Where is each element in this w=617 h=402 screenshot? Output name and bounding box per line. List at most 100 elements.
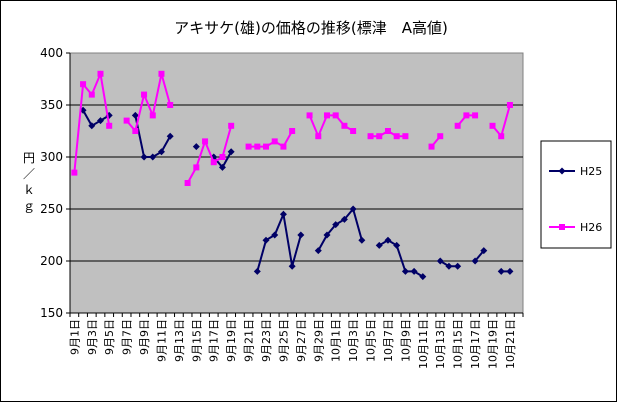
data-point-h26 (202, 138, 209, 145)
data-point-h25 (332, 221, 340, 229)
data-point-h26 (393, 133, 400, 140)
x-tick-label: 9月13日 (173, 319, 186, 362)
x-tick-label: 9月1日 (68, 319, 81, 355)
x-tick-label: 10月17日 (469, 319, 482, 369)
data-point-h26 (376, 133, 383, 140)
data-point-h25 (149, 153, 157, 161)
data-point-h26 (263, 143, 270, 150)
data-point-h26 (167, 102, 174, 108)
legend-marker-h26 (559, 224, 565, 230)
data-point-h25 (445, 262, 453, 270)
data-point-h26 (106, 122, 113, 129)
data-point-h26 (97, 70, 104, 77)
data-point-h26 (472, 112, 479, 119)
y-tick-label: 250 (40, 202, 63, 216)
x-tick-label: 10月15日 (452, 319, 465, 369)
data-point-h25 (480, 247, 488, 255)
data-point-h25 (314, 247, 322, 255)
data-point-h26 (132, 128, 139, 134)
data-point-h25 (497, 267, 505, 275)
data-point-h25 (157, 148, 165, 156)
chart-title: アキサケ(雄)の価格の推移(標津 A高値) (174, 19, 448, 37)
y-axis-label: ｋ (23, 183, 35, 197)
y-axis-label: 円 (23, 151, 35, 165)
series-line-h25 (256, 210, 302, 272)
data-point-h26 (437, 133, 444, 140)
data-point-h26 (280, 143, 287, 150)
y-tick-label: 300 (40, 150, 63, 164)
data-point-h25 (227, 148, 235, 156)
data-point-h25 (271, 231, 279, 239)
data-point-h26 (228, 122, 235, 129)
data-point-h26 (71, 169, 78, 176)
data-point-h26 (158, 70, 165, 77)
y-tick-label: 200 (40, 254, 63, 268)
data-point-h25 (297, 231, 305, 239)
data-point-h25 (288, 262, 296, 270)
x-tick-label: 9月11日 (155, 319, 168, 362)
y-tick-label: 350 (40, 98, 63, 112)
data-point-h26 (289, 128, 296, 134)
x-tick-label: 9月15日 (190, 319, 203, 362)
data-point-h25 (506, 267, 514, 275)
data-point-h26 (254, 143, 261, 150)
y-axis-label: ｇ (23, 199, 35, 213)
x-tick-label: 9月29日 (312, 319, 325, 362)
data-point-h26 (88, 91, 95, 98)
x-tick-label: 10月3日 (347, 319, 360, 362)
data-point-h26 (184, 180, 191, 186)
y-tick-label: 400 (40, 46, 63, 60)
data-point-h26 (332, 112, 339, 119)
data-point-h25 (323, 231, 331, 239)
data-point-h25 (218, 163, 226, 171)
data-point-h26 (341, 122, 348, 129)
plot-area (69, 52, 524, 314)
x-tick-label: 9月25日 (277, 319, 290, 362)
data-point-h26 (384, 128, 391, 134)
data-point-h25 (419, 273, 427, 281)
data-point-h26 (123, 117, 130, 124)
x-tick-label: 10月7日 (382, 319, 395, 362)
x-tick-label: 9月27日 (295, 319, 308, 362)
x-tick-label: 9月19日 (225, 319, 238, 362)
data-point-h26 (428, 143, 435, 150)
data-point-h25 (192, 143, 200, 151)
data-point-h25 (358, 236, 366, 244)
series-line-h25 (82, 109, 110, 128)
data-point-h26 (506, 102, 513, 108)
data-point-h25 (88, 122, 96, 130)
data-point-h25 (471, 257, 479, 265)
data-point-h25 (401, 267, 409, 275)
data-point-h26 (315, 133, 322, 140)
data-point-h25 (279, 210, 287, 218)
data-point-h26 (149, 112, 156, 119)
legend-label-h25: H25 (580, 165, 602, 178)
x-tick-label: 9月21日 (243, 319, 256, 362)
x-tick-label: 10月5日 (365, 319, 378, 362)
data-point-h25 (454, 262, 462, 270)
y-tick-label: 150 (40, 306, 63, 320)
legend-box (540, 140, 612, 249)
data-point-h26 (306, 112, 313, 119)
data-point-h25 (96, 117, 104, 125)
x-tick-label: 9月9日 (138, 319, 151, 355)
data-point-h25 (349, 205, 357, 213)
data-point-h25 (410, 267, 418, 275)
data-point-h25 (375, 241, 383, 249)
data-point-h26 (498, 133, 505, 140)
series-line-h25 (317, 206, 363, 252)
data-point-h25 (393, 241, 401, 249)
x-tick-label: 9月7日 (121, 319, 134, 355)
x-tick-label: 9月17日 (208, 319, 221, 362)
data-point-h25 (166, 132, 174, 140)
data-point-h26 (80, 81, 87, 88)
data-point-h26 (367, 133, 374, 140)
y-axis-label: ／ (23, 167, 35, 181)
data-point-h26 (245, 143, 252, 150)
x-tick-label: 10月13日 (434, 319, 447, 369)
x-tick-label: 10月19日 (487, 319, 500, 369)
data-point-h25 (384, 236, 392, 244)
data-point-h26 (454, 122, 461, 129)
